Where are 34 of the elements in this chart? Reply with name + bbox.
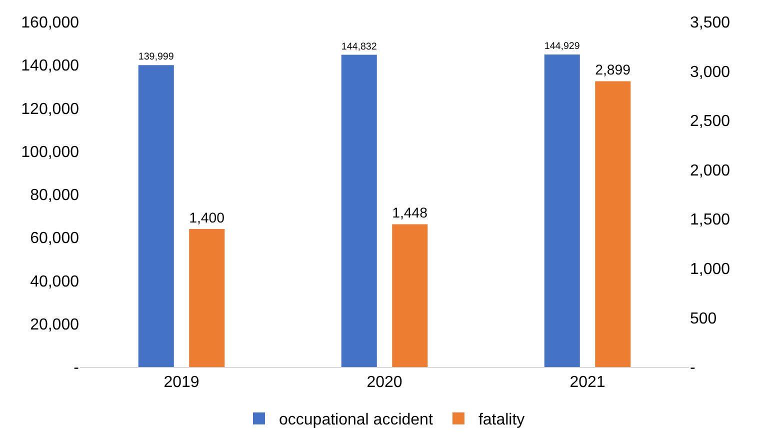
- y-tick-label: 80,000: [30, 187, 80, 204]
- data-label: 2,899: [595, 62, 631, 79]
- y2-tick-label: 2,500: [690, 113, 730, 130]
- y-tick-label: 60,000: [30, 230, 80, 248]
- y-tick-label: 160,000: [21, 14, 80, 32]
- y-tick-label: 40,000: [30, 273, 80, 290]
- y-tick-label: 120,000: [21, 100, 80, 118]
- y-tick-label: -: [74, 360, 79, 377]
- data-label: 144,832: [341, 41, 377, 52]
- y-tick-label: 20,000: [30, 316, 80, 334]
- x-tick-label: 2021: [570, 374, 606, 392]
- bar: [138, 65, 174, 367]
- y2-tick-label: 3,500: [690, 14, 730, 32]
- y2-tick-label: 1,500: [690, 212, 730, 229]
- legend-label: occupational accident: [279, 412, 434, 429]
- bar: [595, 81, 631, 367]
- bar: [544, 54, 580, 367]
- x-tick-label: 2020: [366, 374, 402, 392]
- y-tick-label: 100,000: [21, 144, 80, 161]
- y-tick-label: 140,000: [21, 58, 80, 75]
- data-label: 1,400: [189, 210, 225, 226]
- y2-tick-label: 3,000: [690, 64, 730, 81]
- data-label: 144,929: [544, 41, 580, 52]
- data-label: 139,999: [138, 52, 174, 63]
- bar: [392, 224, 428, 367]
- bar: [341, 54, 377, 367]
- legend-label: fatality: [478, 412, 525, 429]
- x-tick-label: 2019: [164, 374, 200, 392]
- bar: [189, 229, 225, 367]
- y2-tick-label: 2,000: [690, 162, 730, 180]
- y2-tick-label: -: [690, 360, 696, 377]
- y2-tick-label: 500: [690, 310, 717, 328]
- data-label: 1,448: [392, 206, 428, 222]
- y2-tick-label: 1,000: [690, 261, 730, 278]
